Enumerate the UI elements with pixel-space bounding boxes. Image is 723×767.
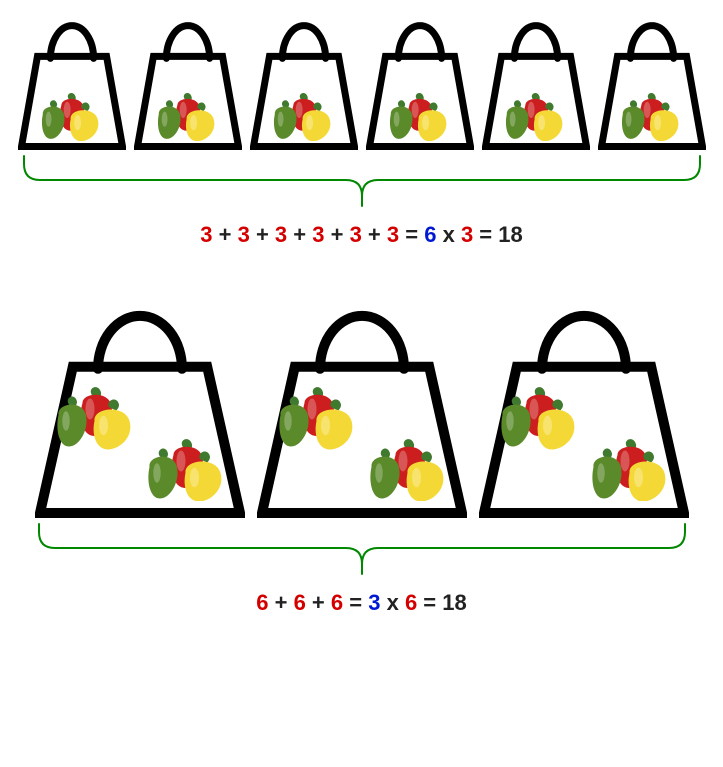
- bag: [250, 20, 358, 150]
- equation-part: 3: [461, 222, 473, 247]
- bag: [598, 20, 706, 150]
- equation-part: 3: [200, 222, 212, 247]
- equation-part: +: [324, 222, 349, 247]
- equation-part: +: [250, 222, 275, 247]
- bag: [479, 308, 689, 518]
- section-6x3: 3 + 3 + 3 + 3 + 3 + 3 = 6 x 3 = 18: [10, 20, 713, 248]
- equation-part: 3: [387, 222, 399, 247]
- equation-part: 6: [331, 590, 343, 615]
- brace-2-wrap: [10, 518, 713, 578]
- equation-part: 3: [238, 222, 250, 247]
- bag: [366, 20, 474, 150]
- peppers: [598, 89, 706, 141]
- equation-part: 3: [275, 222, 287, 247]
- equation-part: =: [417, 590, 442, 615]
- peppers: [250, 89, 358, 141]
- equation-1: 3 + 3 + 3 + 3 + 3 + 3 = 6 x 3 = 18: [10, 222, 713, 248]
- brace-2: [37, 518, 687, 578]
- bag: [18, 20, 126, 150]
- pepper-trio-icon: [495, 382, 585, 450]
- bags-row-2: [10, 308, 713, 518]
- pepper-trio-icon: [501, 89, 571, 141]
- bag: [482, 20, 590, 150]
- pepper-trio-icon: [51, 382, 141, 450]
- bag: [134, 20, 242, 150]
- peppers: [18, 89, 126, 141]
- brace-1: [22, 150, 702, 210]
- equation-part: 3: [312, 222, 324, 247]
- equation-part: +: [287, 222, 312, 247]
- peppers: [366, 89, 474, 141]
- peppers: [482, 89, 590, 141]
- pepper-trio-icon: [364, 434, 454, 502]
- equation-part: +: [362, 222, 387, 247]
- section-3x6: 6 + 6 + 6 = 3 x 6 = 18: [10, 308, 713, 616]
- equation-part: +: [306, 590, 331, 615]
- pepper-trio-icon: [37, 89, 107, 141]
- equation-part: =: [473, 222, 498, 247]
- brace-1-wrap: [10, 150, 713, 210]
- equation-part: 18: [442, 590, 466, 615]
- equation-part: 6: [256, 590, 268, 615]
- peppers: [257, 382, 467, 506]
- pepper-trio-icon: [153, 89, 223, 141]
- pepper-trio-icon: [385, 89, 455, 141]
- equation-part: 3: [368, 590, 380, 615]
- bag: [35, 308, 245, 518]
- equation-part: =: [399, 222, 424, 247]
- equation-part: x: [380, 590, 404, 615]
- bag: [257, 308, 467, 518]
- pepper-trio-icon: [617, 89, 687, 141]
- equation-part: 6: [424, 222, 436, 247]
- bags-row-1: [10, 20, 713, 150]
- equation-part: 3: [350, 222, 362, 247]
- peppers: [479, 382, 689, 506]
- equation-part: 6: [405, 590, 417, 615]
- equation-part: +: [268, 590, 293, 615]
- equation-part: +: [213, 222, 238, 247]
- section-gap: [10, 248, 713, 308]
- peppers: [134, 89, 242, 141]
- pepper-trio-icon: [269, 89, 339, 141]
- equation-part: =: [343, 590, 368, 615]
- equation-part: 6: [294, 590, 306, 615]
- equation-2: 6 + 6 + 6 = 3 x 6 = 18: [10, 590, 713, 616]
- pepper-trio-icon: [142, 434, 232, 502]
- equation-part: x: [436, 222, 460, 247]
- equation-part: 18: [498, 222, 522, 247]
- pepper-trio-icon: [586, 434, 676, 502]
- pepper-trio-icon: [273, 382, 363, 450]
- peppers: [35, 382, 245, 506]
